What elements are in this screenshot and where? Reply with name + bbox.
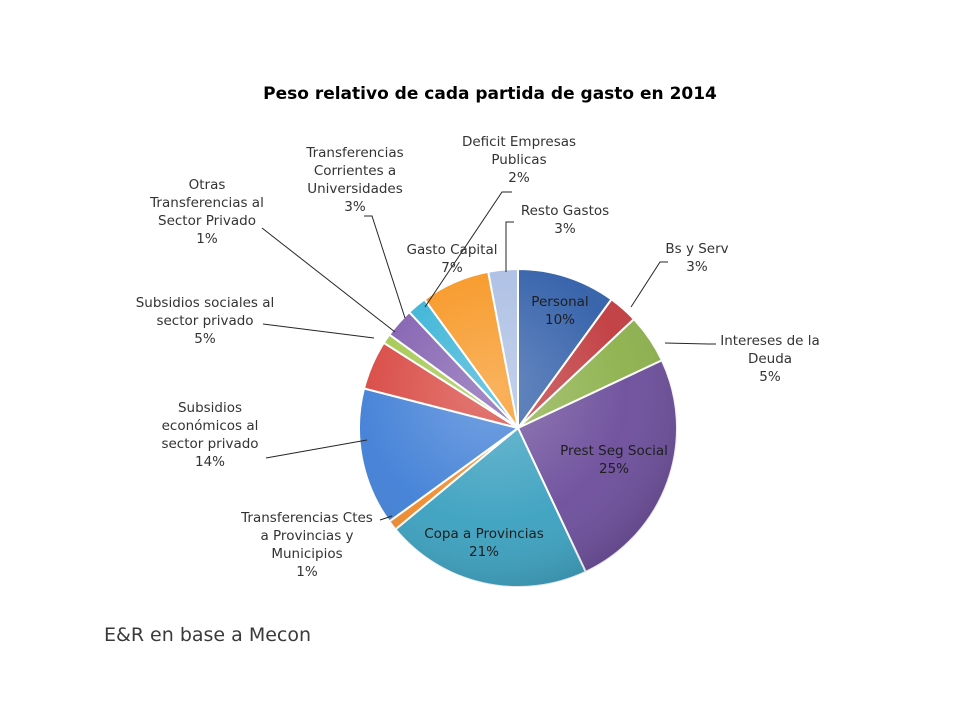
label-deficit-empresas-publicas: Deficit Empresas Publicas 2%	[462, 134, 576, 186]
leader-subsidios-sociales-al-sector-privado	[262, 323, 375, 339]
leader-deficit-empresas-publicas	[424, 191, 512, 308]
label-copa-a-provincias: Copa a Provincias 21%	[424, 526, 544, 560]
label-gasto-capital: Gasto Capital 7%	[407, 242, 498, 276]
chart-title: Peso relativo de cada partida de gasto e…	[263, 84, 717, 104]
label-resto-gastos: Resto Gastos 3%	[521, 203, 609, 237]
leader-resto-gastos	[505, 221, 514, 272]
label-subsidios-sociales-al-sector-privado: Subsidios sociales al sector privado 5%	[136, 295, 275, 347]
leader-transferencias-corrientes-a-universidades	[364, 215, 406, 319]
leader-lines	[261, 191, 716, 521]
leader-otras-transferencias-al-sector-privado	[261, 227, 396, 333]
source-note: E&R en base a Mecon	[104, 624, 312, 646]
label-intereses-de-la-deuda: Intereses de la Deuda 5%	[720, 333, 820, 385]
label-personal: Personal 10%	[531, 294, 588, 328]
leader-subsidios-economicos-al-sector-privado	[265, 439, 368, 459]
label-prest-seg-social: Prest Seg Social 25%	[560, 443, 668, 477]
leader-transferencias-ctes-a-provincias-y-municipios	[379, 515, 393, 521]
leader-bs-y-serv	[630, 261, 668, 308]
slice-labels: Personal 10% Bs y Serv 3% Intereses de la Deu…	[136, 134, 820, 580]
label-transferencias-ctes-a-provincias-y-municipios: Transferencias Ctes a Provincias y Municip…	[240, 510, 373, 580]
label-bs-y-serv: Bs y Serv 3%	[665, 241, 728, 275]
label-otras-transferencias-al-sector-privado: Otras Transferencias al Sector Privado 1%	[149, 177, 264, 247]
label-subsidios-economicos-al-sector-privado: Subsidios económicos al sector privado 14%	[161, 400, 258, 470]
leader-intereses-de-la-deuda	[664, 342, 716, 345]
label-transferencias-corrientes-a-universidades: Transferencias Corrientes a Universidades 3…	[305, 145, 403, 215]
